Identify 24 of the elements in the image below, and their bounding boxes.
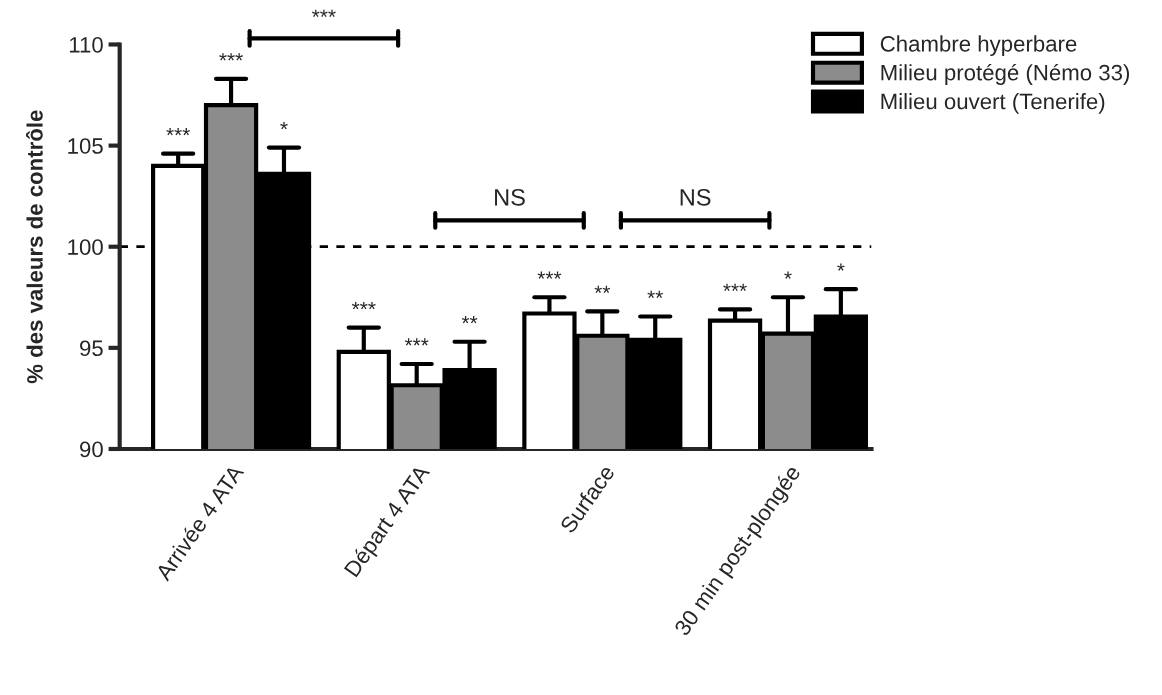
text: *** <box>312 9 336 17</box>
data-label: ** <box>594 285 611 294</box>
annotation: NS <box>495 188 525 206</box>
y-tick-label: 100 <box>68 239 103 255</box>
data-label: * <box>280 121 288 130</box>
data-label: * <box>784 271 792 279</box>
data-label: *** <box>219 53 243 61</box>
y-tick-label: 90 <box>80 441 103 458</box>
legend-label: Chambre hyperbare <box>880 35 1077 57</box>
y-tick-label: 110 <box>69 37 103 53</box>
data-label: * <box>837 263 845 271</box>
y-axis-title: % des valeurs de contrôle <box>26 110 43 384</box>
data-label: *** <box>723 283 747 291</box>
data-label: ** <box>647 290 664 299</box>
legend-label: Milieu protégé (Némo 33) <box>881 63 1130 85</box>
data-label: *** <box>537 271 562 279</box>
legend-label: Milieu ouvert (Tenerife) <box>881 93 1105 114</box>
data-label: *** <box>404 338 429 346</box>
y-tick-label: 95 <box>80 340 103 357</box>
data-label: ** <box>461 316 478 324</box>
data-label: *** <box>166 127 190 136</box>
annotation: NS <box>680 188 711 206</box>
data-label: *** <box>351 301 376 310</box>
y-tick-label: 105 <box>68 138 103 154</box>
